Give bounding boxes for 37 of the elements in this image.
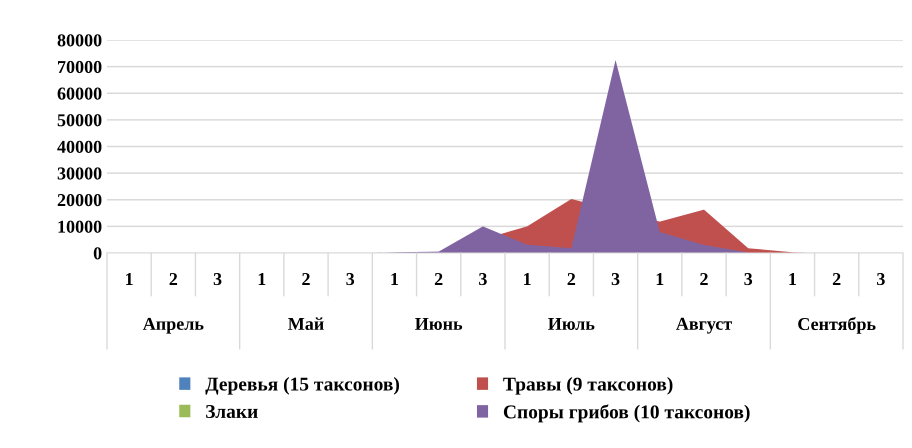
y-tick-label: 0 — [94, 247, 102, 260]
x-tick-label: 2 — [568, 273, 576, 285]
x-tick-label: 2 — [170, 273, 178, 285]
x-tick-label: 1 — [391, 273, 398, 285]
legend-label: Травы (9 таксонов) — [503, 377, 672, 395]
x-tick-label: 1 — [126, 273, 133, 285]
text: Сентябрь — [798, 317, 876, 334]
x-tick-label: 2 — [302, 273, 310, 285]
text: Апрель — [142, 318, 204, 334]
x-tick-label: 2 — [700, 273, 708, 285]
y-tick-label: 10000 — [58, 220, 102, 233]
y-tick-label: 70000 — [58, 60, 102, 74]
y-tick-label: 60000 — [58, 88, 102, 100]
y-tick-label: 40000 — [57, 140, 102, 153]
x-tick-label: 1 — [656, 273, 664, 285]
legend-label: Злаки — [206, 404, 258, 418]
text: Июнь — [415, 318, 462, 330]
text: Май — [288, 317, 324, 330]
x-tick-label: 1 — [258, 273, 266, 285]
x-tick-label: 1 — [524, 273, 531, 285]
x-tick-label: 3 — [877, 273, 885, 286]
y-tick-label: 80000 — [58, 34, 102, 46]
y-tick-label: 50000 — [58, 114, 102, 126]
text: Август — [676, 318, 732, 334]
x-tick-label: 1 — [789, 273, 796, 285]
text: Июль — [548, 318, 594, 330]
x-tick-label: 3 — [744, 273, 752, 286]
x-tick-label: 3 — [612, 273, 620, 286]
x-tick-label: 2 — [832, 273, 840, 285]
legend-label: Деревья (15 таксонов) — [205, 377, 400, 395]
y-tick-label: 20000 — [58, 194, 102, 206]
x-tick-label: 3 — [346, 273, 354, 286]
y-tick-label: 30000 — [58, 167, 102, 180]
x-tick-label: 2 — [434, 273, 442, 285]
legend-label: Споры грибов (10 таксонов) — [504, 404, 750, 422]
x-tick-label: 3 — [214, 273, 222, 286]
x-tick-label: 3 — [479, 273, 487, 286]
